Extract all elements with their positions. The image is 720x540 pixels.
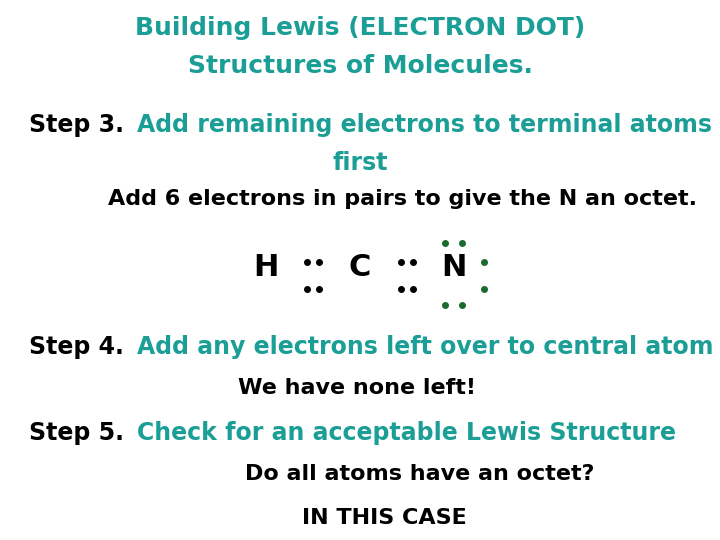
Text: Add remaining electrons to terminal atoms: Add remaining electrons to terminal atom… [137, 113, 712, 137]
Text: Structures of Molecules.: Structures of Molecules. [188, 54, 532, 78]
Text: IN THIS CASE: IN THIS CASE [302, 508, 467, 528]
Text: first: first [332, 151, 388, 175]
Text: Do all atoms have an octet?: Do all atoms have an octet? [245, 464, 594, 484]
Text: H: H [253, 253, 279, 282]
Text: Building Lewis (ELECTRON DOT): Building Lewis (ELECTRON DOT) [135, 16, 585, 40]
Text: Add 6 electrons in pairs to give the N an octet.: Add 6 electrons in pairs to give the N a… [108, 189, 697, 209]
Text: Check for an acceptable Lewis Structure: Check for an acceptable Lewis Structure [137, 421, 676, 445]
Text: Add any electrons left over to central atom: Add any electrons left over to central a… [137, 335, 714, 359]
Text: N: N [441, 253, 467, 282]
Text: Step 3.: Step 3. [29, 113, 124, 137]
Text: We have none left!: We have none left! [238, 378, 476, 398]
Text: Step 5.: Step 5. [29, 421, 124, 445]
Text: Step 4.: Step 4. [29, 335, 124, 359]
Text: C: C [348, 253, 372, 282]
